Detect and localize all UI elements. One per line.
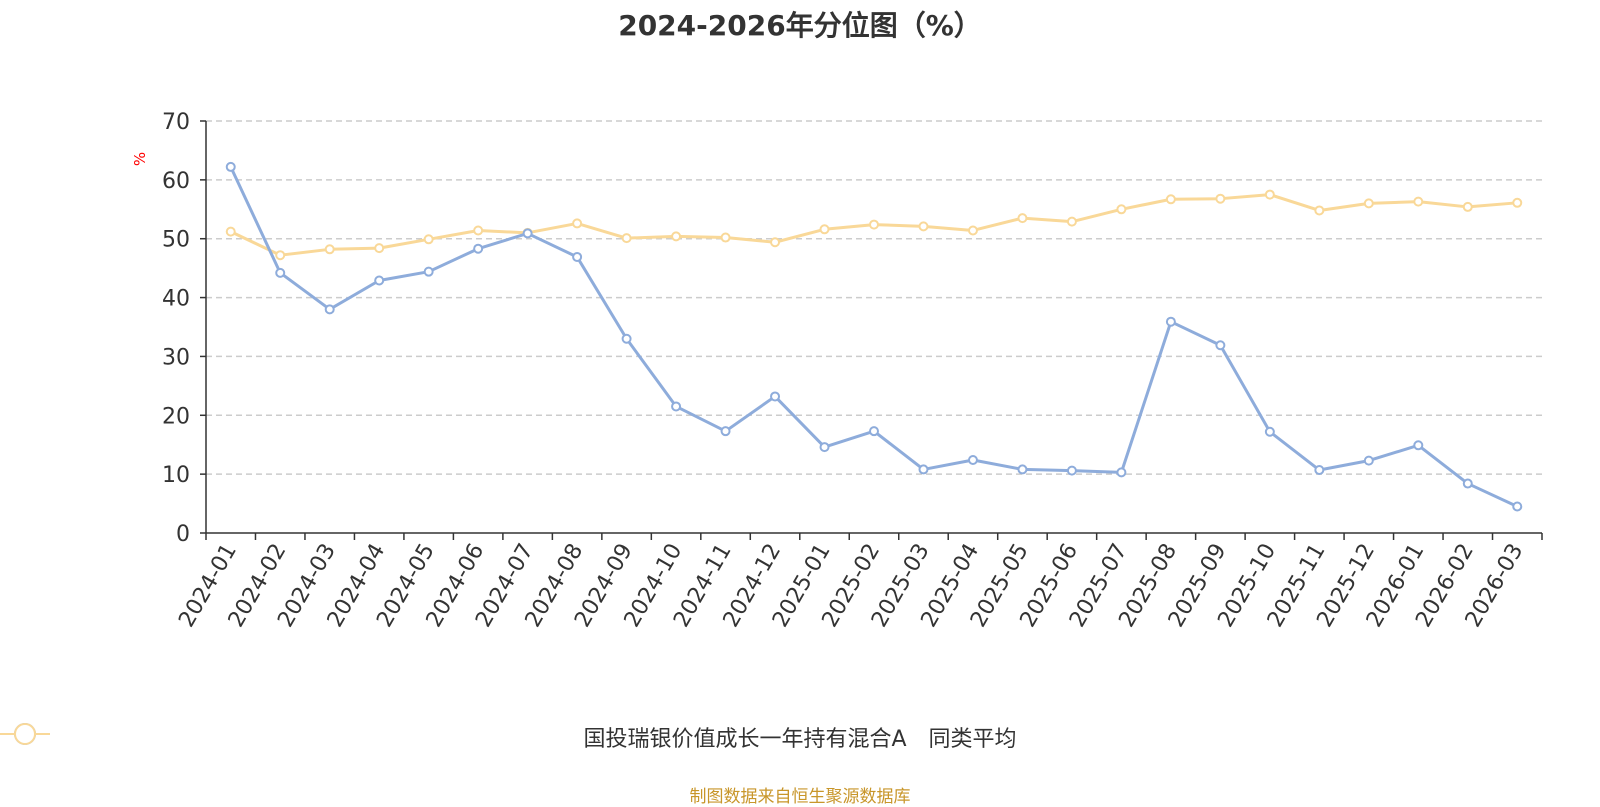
data-point-average [621, 233, 632, 244]
data-point-fund [1314, 465, 1325, 476]
data-point-average [819, 224, 830, 235]
data-point-average [1314, 205, 1325, 216]
data-point-fund [1066, 465, 1077, 476]
data-point-average [1165, 194, 1176, 205]
data-point-fund [374, 275, 385, 286]
data-point-average [473, 225, 484, 236]
data-point-average [1512, 197, 1523, 208]
data-point-fund [1165, 316, 1176, 327]
legend-item-fund[interactable]: 国投瑞银价值成长一年持有混合A [0, 721, 907, 753]
source-note: 制图数据来自恒生聚源数据库 [689, 787, 911, 807]
data-point-average [1413, 196, 1424, 207]
data-point-fund [869, 426, 879, 437]
data-point-fund [1413, 440, 1424, 451]
data-point-average [770, 237, 781, 248]
data-point-fund [1264, 426, 1275, 437]
legend-label-average: 同类平均 [928, 727, 1017, 752]
data-point-average [1066, 216, 1077, 227]
data-point-fund [1363, 455, 1374, 466]
data-point-fund [225, 161, 236, 172]
data-point-average [720, 232, 731, 243]
data-point-average [1264, 189, 1275, 200]
data-point-average [869, 219, 879, 230]
series-line-fund [229, 166, 1518, 508]
data-point-average [374, 243, 385, 254]
legend: 国投瑞银价值成长一年持有混合A 同类平均 [0, 722, 1600, 752]
data-point-fund [423, 266, 434, 277]
data-point-average [1462, 201, 1473, 212]
data-point-average [423, 234, 434, 245]
y-tick-label: 30 [162, 345, 190, 370]
legend-line-circle-icon [0, 723, 50, 745]
data-point-average [967, 225, 978, 236]
y-tick-label: 50 [162, 228, 190, 253]
data-point-fund [967, 455, 978, 466]
legend-item-average[interactable]: 同类平均 [0, 721, 1017, 753]
data-point-fund [1512, 501, 1523, 512]
data-point-fund [572, 251, 583, 262]
data-point-average [572, 218, 583, 229]
data-point-fund [324, 304, 335, 315]
data-point-fund [671, 401, 682, 412]
y-tick-label: 10 [162, 463, 190, 488]
y-tick-label: 70 [162, 110, 190, 135]
y-tick-label: 60 [162, 169, 190, 194]
data-point-fund [275, 267, 286, 278]
data-point-average [1116, 204, 1127, 215]
data-point-fund [720, 426, 731, 437]
data-point-fund [1462, 478, 1473, 489]
data-point-fund [1215, 340, 1226, 351]
data-point-fund [1116, 467, 1127, 478]
chart-title: 2024-2026年分位图（%） [618, 9, 982, 42]
y-tick-label: 40 [162, 287, 190, 312]
data-point-fund [621, 333, 632, 344]
data-point-average [1363, 198, 1374, 209]
data-point-fund [819, 442, 830, 453]
data-point-fund [770, 391, 781, 402]
data-point-average [324, 244, 335, 255]
data-point-fund [473, 243, 484, 254]
data-point-average [1017, 213, 1028, 224]
data-point-average [918, 221, 929, 232]
line-chart: 0102030405060702024-012024-022024-032024… [162, 110, 1543, 632]
y-tick-label: 20 [162, 404, 190, 429]
data-point-average [1215, 193, 1226, 204]
data-point-fund [918, 464, 929, 475]
data-point-fund [1017, 464, 1028, 475]
y-tick-label: 0 [176, 522, 190, 547]
data-point-fund [522, 228, 533, 239]
data-point-average [225, 226, 236, 237]
legend-label-fund: 国投瑞银价值成长一年持有混合A [583, 727, 907, 752]
data-point-average [275, 250, 286, 261]
data-point-average [671, 231, 682, 242]
